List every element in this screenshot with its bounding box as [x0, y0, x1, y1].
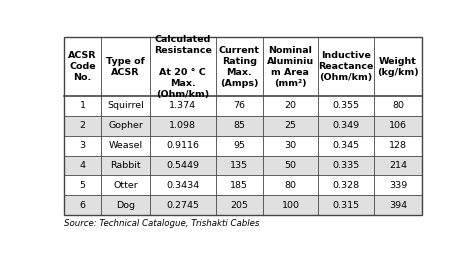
Text: 3: 3	[80, 141, 85, 150]
Text: 394: 394	[389, 201, 407, 210]
Text: 30: 30	[284, 141, 297, 150]
Text: 185: 185	[230, 181, 248, 190]
Bar	[64, 116, 422, 136]
Text: 4: 4	[80, 161, 85, 170]
Text: Calculated
Resistance

At 20 ° C
Max.
(Ohm/km): Calculated Resistance At 20 ° C Max. (Oh…	[154, 35, 212, 99]
Text: 0.315: 0.315	[332, 201, 360, 210]
Text: 6: 6	[80, 201, 85, 210]
Text: 80: 80	[392, 101, 404, 111]
Text: 100: 100	[282, 201, 300, 210]
Text: 85: 85	[233, 121, 246, 130]
Text: 135: 135	[230, 161, 248, 170]
Text: 214: 214	[389, 161, 407, 170]
Text: 0.3434: 0.3434	[166, 181, 200, 190]
Text: Nominal
Aluminiu
m Area
(mm²): Nominal Aluminiu m Area (mm²)	[267, 46, 314, 88]
Text: 0.9116: 0.9116	[166, 141, 200, 150]
Text: Otter: Otter	[113, 181, 138, 190]
Bar	[64, 175, 422, 195]
Text: 95: 95	[233, 141, 246, 150]
Text: 1: 1	[80, 101, 85, 111]
Text: 20: 20	[284, 101, 296, 111]
Text: 0.345: 0.345	[332, 141, 360, 150]
Text: Weasel: Weasel	[109, 141, 143, 150]
Text: 0.335: 0.335	[332, 161, 360, 170]
Text: Squirrel: Squirrel	[107, 101, 144, 111]
Text: 25: 25	[284, 121, 296, 130]
Text: Inductive
Reactance
(Ohm/km): Inductive Reactance (Ohm/km)	[319, 51, 374, 82]
Text: Rabbit: Rabbit	[110, 161, 141, 170]
Text: 106: 106	[389, 121, 407, 130]
Text: 0.2745: 0.2745	[166, 201, 200, 210]
Text: Weight
(kg/km): Weight (kg/km)	[377, 57, 419, 77]
Text: 339: 339	[389, 181, 407, 190]
Text: 76: 76	[233, 101, 246, 111]
Bar	[64, 96, 422, 116]
Text: 0.5449: 0.5449	[166, 161, 200, 170]
Text: Source: Technical Catalogue, Trishakti Cables: Source: Technical Catalogue, Trishakti C…	[64, 219, 259, 228]
Text: 2: 2	[80, 121, 85, 130]
Text: ACSR
Code
No.: ACSR Code No.	[68, 51, 97, 82]
Text: Dog: Dog	[116, 201, 135, 210]
Bar	[64, 37, 422, 215]
Text: 205: 205	[230, 201, 248, 210]
Text: 1.098: 1.098	[169, 121, 196, 130]
Text: 50: 50	[284, 161, 296, 170]
Text: 0.328: 0.328	[332, 181, 360, 190]
Text: 0.349: 0.349	[332, 121, 360, 130]
Text: 128: 128	[389, 141, 407, 150]
Bar	[64, 195, 422, 215]
Text: 0.355: 0.355	[332, 101, 360, 111]
Text: Current
Rating
Max.
(Amps): Current Rating Max. (Amps)	[219, 46, 260, 88]
Text: Type of
ACSR: Type of ACSR	[106, 57, 145, 77]
Text: Gopher: Gopher	[108, 121, 143, 130]
Bar	[64, 136, 422, 156]
Text: 5: 5	[80, 181, 85, 190]
Bar	[64, 156, 422, 175]
Text: 1.374: 1.374	[169, 101, 196, 111]
Text: 80: 80	[284, 181, 296, 190]
